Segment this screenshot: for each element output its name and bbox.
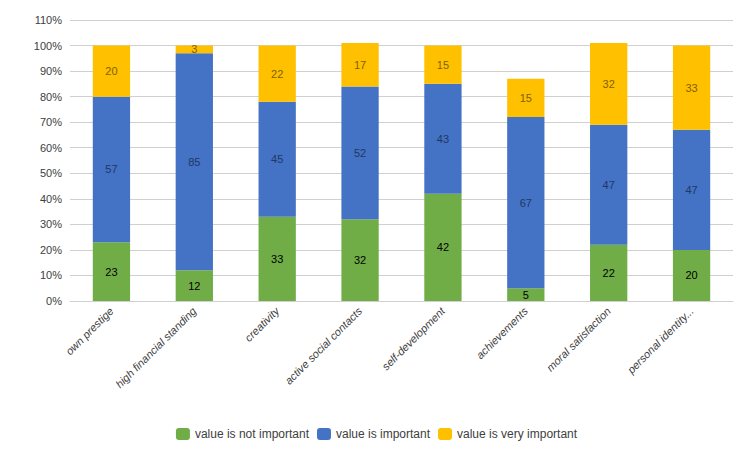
svg-text:15: 15 xyxy=(520,92,532,104)
svg-text:67: 67 xyxy=(520,197,532,209)
svg-text:33: 33 xyxy=(685,82,697,94)
svg-text:5: 5 xyxy=(523,289,529,301)
svg-text:20%: 20% xyxy=(40,244,62,256)
svg-text:12: 12 xyxy=(188,280,200,292)
svg-text:22: 22 xyxy=(603,267,615,279)
svg-text:40%: 40% xyxy=(40,193,62,205)
svg-text:43: 43 xyxy=(437,133,449,145)
svg-text:32: 32 xyxy=(603,78,615,90)
svg-text:85: 85 xyxy=(188,156,200,168)
svg-text:17: 17 xyxy=(354,59,366,71)
svg-text:20: 20 xyxy=(105,65,117,77)
svg-text:47: 47 xyxy=(603,179,615,191)
svg-text:value is very important: value is very important xyxy=(457,427,578,441)
svg-text:own prestige: own prestige xyxy=(63,305,116,358)
svg-text:23: 23 xyxy=(105,266,117,278)
svg-text:100%: 100% xyxy=(34,40,62,52)
svg-text:57: 57 xyxy=(105,163,117,175)
svg-text:110%: 110% xyxy=(35,14,63,26)
svg-text:70%: 70% xyxy=(40,116,62,128)
svg-text:50%: 50% xyxy=(40,167,62,179)
svg-text:active social contacts: active social contacts xyxy=(282,304,364,386)
svg-text:45: 45 xyxy=(271,153,283,165)
svg-text:20: 20 xyxy=(685,269,697,281)
svg-text:creativity: creativity xyxy=(242,304,282,344)
svg-text:10%: 10% xyxy=(40,269,62,281)
svg-text:3: 3 xyxy=(191,43,197,55)
svg-text:high financial standing: high financial standing xyxy=(113,304,199,390)
svg-text:33: 33 xyxy=(271,253,283,265)
svg-text:15: 15 xyxy=(437,59,449,71)
svg-text:22: 22 xyxy=(271,68,283,80)
svg-text:achievements: achievements xyxy=(474,304,531,361)
svg-text:42: 42 xyxy=(437,241,449,253)
svg-text:personal identity...: personal identity... xyxy=(624,305,696,377)
svg-text:moral satisfaction: moral satisfaction xyxy=(544,305,613,374)
svg-text:47: 47 xyxy=(685,184,697,196)
svg-text:80%: 80% xyxy=(40,91,62,103)
svg-text:60%: 60% xyxy=(40,142,62,154)
svg-text:30%: 30% xyxy=(40,218,62,230)
svg-text:0%: 0% xyxy=(46,295,62,307)
svg-text:self-development: self-development xyxy=(380,304,448,372)
svg-text:value is important: value is important xyxy=(336,427,431,441)
svg-text:value is not important: value is not important xyxy=(195,427,310,441)
svg-text:32: 32 xyxy=(354,254,366,266)
svg-text:90%: 90% xyxy=(40,65,62,77)
svg-text:52: 52 xyxy=(354,147,366,159)
